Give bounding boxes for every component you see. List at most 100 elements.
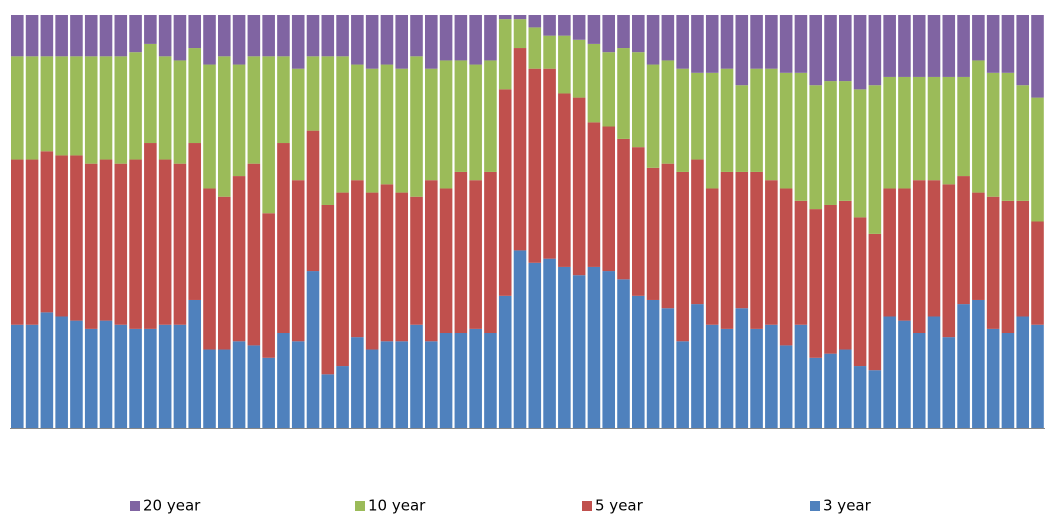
bar-segment — [25, 15, 39, 57]
bar-segment — [572, 97, 586, 276]
bar-segment — [291, 68, 305, 181]
bar-segment — [395, 341, 409, 428]
bar-segment — [839, 81, 852, 201]
bar-segment — [705, 72, 719, 189]
bar-segment — [173, 15, 187, 61]
bar-segment — [735, 85, 749, 172]
bar-segment — [765, 15, 778, 69]
bar-segment — [632, 295, 645, 428]
bar-segment — [55, 56, 68, 156]
bar-segment — [410, 324, 423, 428]
bar-segment — [129, 159, 142, 329]
bar-segment — [942, 184, 956, 338]
bar-segment — [410, 196, 423, 325]
bar-segment — [454, 333, 468, 428]
bar-segment — [957, 176, 970, 305]
bar-segment — [203, 188, 216, 350]
bar-segment — [55, 155, 68, 317]
bar-segment — [794, 324, 808, 428]
bar-segment — [972, 60, 985, 193]
bar-segment — [454, 60, 468, 172]
bar-segment — [779, 15, 793, 73]
bar-segment — [853, 15, 867, 90]
bar-segment — [11, 15, 24, 57]
legend-swatch — [130, 501, 140, 511]
bar-segment — [1001, 200, 1015, 334]
bar-segment — [306, 271, 320, 428]
bar-segment — [632, 52, 645, 148]
bar-segment — [957, 304, 970, 428]
bar-segment — [927, 180, 941, 317]
bar-segment — [55, 15, 68, 57]
bar-segment — [1031, 97, 1044, 222]
bar-segment — [1031, 324, 1044, 428]
bar-segment — [957, 15, 970, 77]
bar-segment — [572, 275, 586, 428]
bar-segment — [336, 366, 349, 428]
bar-segment — [839, 15, 852, 82]
bar-segment — [173, 324, 187, 428]
bar-segment — [351, 337, 364, 428]
legend-swatch — [355, 501, 365, 511]
bar-segment — [70, 56, 83, 156]
bar-segment — [824, 81, 837, 205]
bar-segment — [158, 159, 172, 325]
bar-segment — [291, 341, 305, 428]
bar-segment — [853, 89, 867, 218]
bar-segment — [972, 299, 985, 428]
bar-segment — [750, 15, 763, 69]
bar-segment — [558, 35, 571, 94]
bar-segment — [765, 68, 778, 181]
bar-segment — [321, 374, 335, 428]
legend-label: 20 year — [143, 497, 201, 515]
bar-segment — [661, 308, 675, 428]
bar-segment — [1031, 15, 1044, 98]
bar-segment — [528, 27, 542, 69]
legend-label: 5 year — [595, 497, 644, 515]
bar-segment — [912, 15, 926, 77]
bar-segment — [691, 15, 704, 73]
bar-segment — [661, 60, 675, 164]
bar-segment — [676, 341, 689, 428]
bar-segment — [809, 85, 823, 210]
bar-segment — [144, 43, 157, 144]
bar-segment — [883, 316, 896, 428]
bar-segment — [425, 68, 438, 181]
bar-segment — [380, 64, 394, 185]
bar-segment — [232, 176, 246, 342]
bar-segment — [247, 163, 261, 346]
bar-segment — [365, 15, 379, 69]
bar-segment — [543, 35, 556, 69]
bar-segment — [646, 167, 660, 300]
bar-segment — [617, 138, 630, 280]
bar-segment — [942, 76, 956, 185]
bar-segment — [602, 52, 616, 127]
bar-segment — [617, 48, 630, 139]
bar-segment — [750, 171, 763, 329]
bar-segment — [927, 76, 941, 181]
bar-segment — [84, 163, 98, 329]
bar-segment — [114, 56, 128, 164]
bar-segment — [380, 341, 394, 428]
bar-segment — [351, 180, 364, 338]
bar-segment — [425, 15, 438, 69]
bar-segment — [720, 15, 734, 69]
bar-segment — [129, 52, 142, 160]
bar-segment — [129, 328, 142, 428]
bar-segment — [247, 56, 261, 164]
bar-segment — [691, 304, 704, 428]
bar-segment — [484, 60, 497, 172]
bar-segment — [439, 333, 453, 428]
bar-segment — [912, 180, 926, 334]
bar-segment — [410, 15, 423, 57]
bar-segment — [262, 213, 275, 358]
bar-segment — [972, 192, 985, 300]
legend-swatch — [582, 501, 592, 511]
bar-segment — [1016, 316, 1030, 428]
bar-segment — [617, 15, 630, 49]
bar-segment — [84, 328, 98, 428]
bar-segment — [513, 19, 527, 49]
bar-segment — [114, 15, 128, 57]
bar-segment — [691, 159, 704, 305]
